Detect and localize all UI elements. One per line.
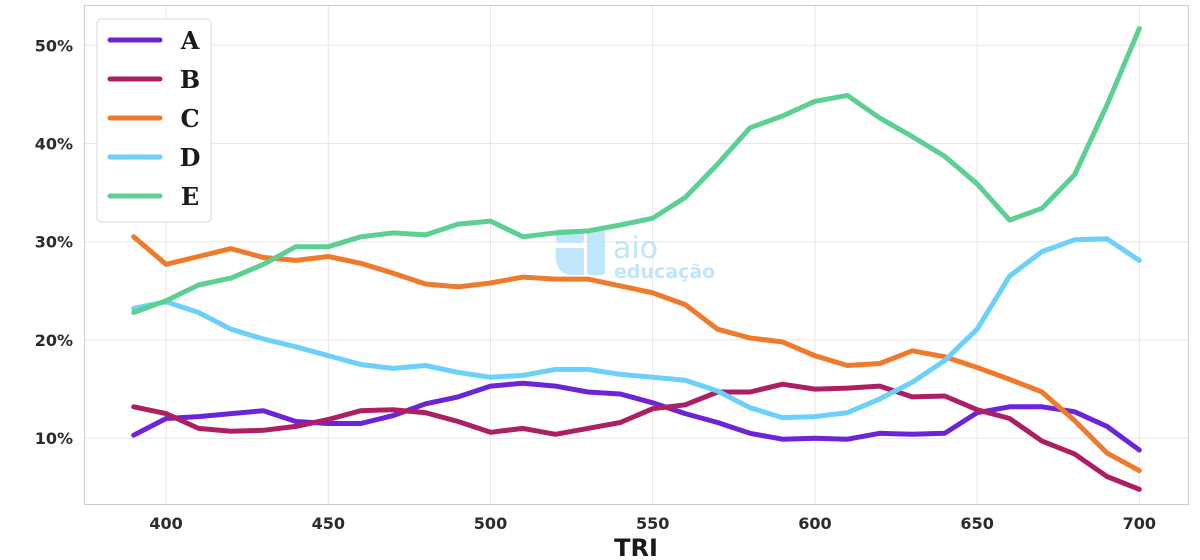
x-tick-label: 700	[1123, 514, 1156, 533]
x-tick-label: 600	[798, 514, 831, 533]
series-line-d	[131, 236, 1142, 421]
y-tick-label: 10%	[35, 429, 73, 448]
legend-label-a: A	[180, 26, 200, 55]
y-tick-label: 20%	[35, 331, 73, 350]
watermark-name: aio	[613, 231, 658, 266]
watermark-subtitle: educação	[614, 261, 715, 283]
y-tick-label: 40%	[35, 135, 73, 154]
series-line-b	[131, 381, 1142, 492]
legend-label-d: D	[180, 143, 201, 172]
series-line-a	[131, 380, 1142, 453]
x-tick-label: 400	[149, 514, 182, 533]
series-line-e	[131, 26, 1142, 315]
series-line-c	[131, 234, 1142, 474]
legend-label-c: C	[180, 104, 199, 133]
watermark-logo: aio educação	[555, 229, 715, 283]
x-axis-title: TRI	[614, 534, 658, 560]
x-axis-ticks: 400 450 500 550 600 650 700	[149, 514, 1156, 533]
x-tick-label: 450	[312, 514, 345, 533]
watermark-logo-icon	[555, 229, 605, 275]
plot-frame	[84, 5, 1189, 505]
series-lines	[131, 26, 1142, 492]
legend-label-b: B	[180, 65, 200, 94]
y-axis-ticks: 10% 20% 30% 40% 50%	[35, 36, 73, 448]
y-tick-label: 50%	[35, 36, 73, 55]
x-tick-label: 500	[474, 514, 507, 533]
x-tick-label: 550	[636, 514, 669, 533]
y-tick-label: 30%	[35, 233, 73, 252]
legend-label-e: E	[181, 182, 199, 211]
x-tick-label: 650	[960, 514, 993, 533]
